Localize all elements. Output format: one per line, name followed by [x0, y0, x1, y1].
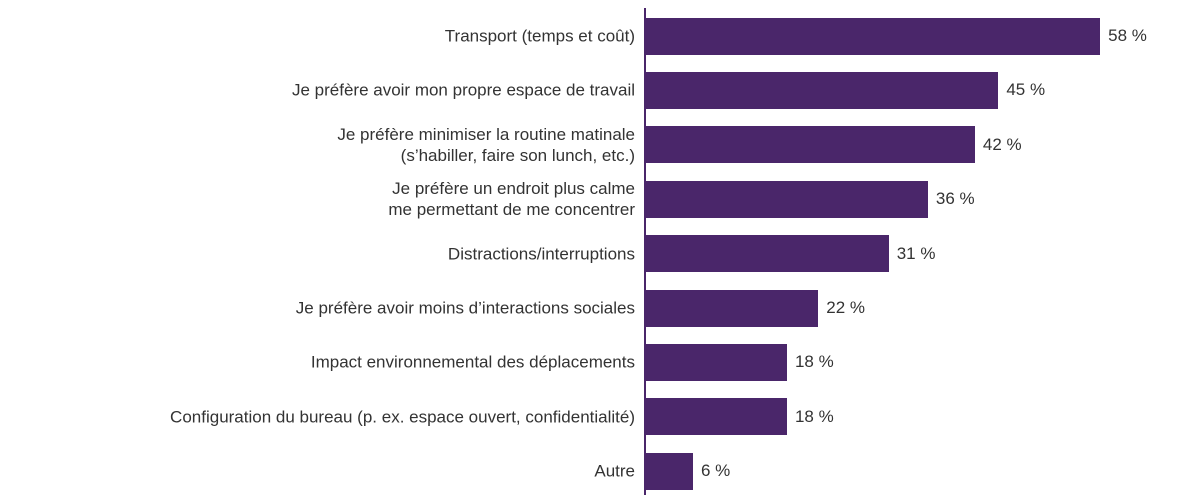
- bar: [646, 452, 693, 490]
- category-label: Transport (temps et coût): [444, 26, 635, 46]
- value-label: 31 %: [896, 243, 936, 263]
- category-label: Je préfère avoir moins d’interactions so…: [295, 298, 635, 318]
- bar: [646, 235, 889, 273]
- category-label: Je préfère minimiser la routine matinale…: [337, 124, 635, 165]
- bar: [646, 71, 999, 109]
- bar: [646, 343, 787, 381]
- axis-line: [644, 8, 646, 495]
- bar: [646, 289, 819, 327]
- value-label: 18 %: [794, 406, 834, 426]
- value-label: 22 %: [826, 298, 865, 317]
- category-label: Distractions/interruptions: [447, 244, 635, 264]
- category-label: Configuration du bureau (p. ex. espace o…: [170, 407, 635, 427]
- category-label: Je préfère un endroit plus calme me perm…: [388, 179, 635, 220]
- value-label: 42 %: [982, 134, 1022, 154]
- value-label: 58 %: [1108, 26, 1147, 45]
- value-label: 6 %: [700, 461, 731, 481]
- bar: [646, 17, 1101, 55]
- bar: [646, 398, 787, 436]
- value-label: 18 %: [794, 352, 834, 372]
- bar: [646, 126, 975, 164]
- category-label: Autre: [594, 461, 635, 481]
- bar: [646, 180, 928, 218]
- value-label: 45 %: [1006, 80, 1046, 100]
- category-label: Impact environnemental des déplacements: [310, 352, 635, 372]
- category-label: Je préfère avoir mon propre espace de tr…: [291, 80, 635, 100]
- value-label: 36 %: [935, 189, 975, 209]
